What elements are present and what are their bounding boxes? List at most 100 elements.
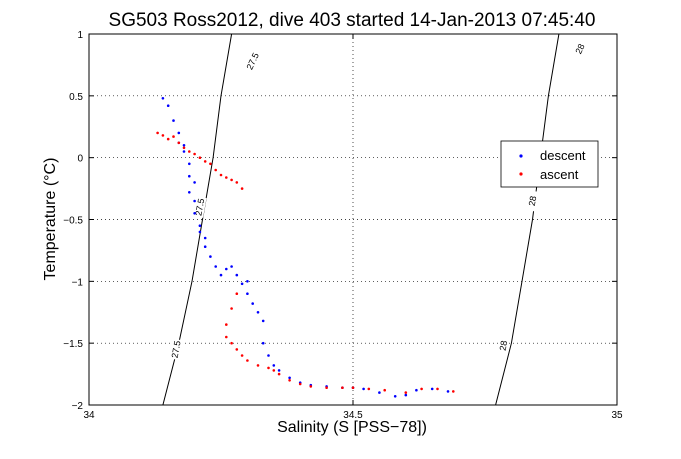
data-point-ascent <box>420 387 423 391</box>
data-point-ascent <box>309 385 313 388</box>
data-point-ascent <box>341 386 344 390</box>
data-point-ascent <box>230 307 233 310</box>
contour-label: 27.5 <box>193 198 206 217</box>
y-tick-label: 0.5 <box>69 92 83 103</box>
data-series <box>156 97 455 398</box>
contour-label-bg <box>169 338 183 361</box>
data-point-ascent <box>277 372 281 376</box>
y-tick-label: −1.5 <box>63 339 83 350</box>
data-point-descent <box>193 199 196 203</box>
data-point-descent <box>203 236 207 240</box>
data-point-descent <box>198 230 202 234</box>
data-point-descent <box>193 181 196 184</box>
data-point-descent <box>246 292 249 296</box>
contour-label-bg <box>525 190 540 212</box>
data-point-ascent <box>193 152 196 156</box>
data-point-descent <box>277 369 281 372</box>
contour-label: 27.5 <box>170 340 183 359</box>
data-point-ascent <box>172 135 175 138</box>
data-point-descent <box>404 393 408 397</box>
data-point-descent <box>188 191 191 194</box>
data-point-ascent <box>161 134 165 137</box>
data-point-ascent <box>225 176 228 179</box>
data-point-ascent <box>214 168 217 172</box>
data-point-descent <box>198 224 202 227</box>
data-point-descent <box>240 282 244 286</box>
data-point-descent <box>161 97 165 100</box>
data-point-descent <box>230 265 233 268</box>
data-point-ascent <box>156 131 159 135</box>
data-point-descent <box>378 391 381 394</box>
contour-label: 28 <box>498 340 510 352</box>
data-point-ascent <box>203 160 207 163</box>
data-point-descent <box>182 150 186 153</box>
data-point-ascent <box>198 156 202 159</box>
data-point-descent <box>182 144 186 147</box>
y-tick-label: −2 <box>72 401 84 412</box>
data-point-descent <box>256 311 260 314</box>
data-point-ascent <box>235 348 239 351</box>
data-point-ascent <box>166 137 170 141</box>
data-point-descent <box>267 354 270 357</box>
legend-box <box>500 140 599 188</box>
data-point-descent <box>415 388 418 392</box>
data-point-ascent <box>267 366 270 370</box>
y-tick-label: 1 <box>77 30 83 41</box>
data-point-descent <box>393 395 397 398</box>
legend-label-descent: descent <box>540 148 586 163</box>
chart-title: SG503 Ross2012, dive 403 started 14-Jan-… <box>109 10 596 31</box>
data-point-descent <box>188 162 191 166</box>
data-point-ascent <box>230 341 233 345</box>
data-point-ascent <box>404 391 408 394</box>
contour-label-bg <box>571 37 589 61</box>
data-point-descent <box>214 265 217 268</box>
x-tick-label: 35 <box>611 410 623 421</box>
data-point-descent <box>225 267 228 271</box>
data-point-ascent <box>288 379 291 382</box>
data-point-descent <box>177 131 181 135</box>
data-point-ascent <box>235 181 239 184</box>
data-point-ascent <box>240 187 244 190</box>
data-point-ascent <box>246 359 249 362</box>
data-point-descent <box>430 387 434 391</box>
data-point-ascent <box>225 335 228 339</box>
data-point-ascent <box>351 386 355 390</box>
data-point-ascent <box>256 364 260 367</box>
data-point-descent <box>261 341 265 345</box>
data-point-descent <box>362 387 365 391</box>
contour-label-bg <box>193 196 207 218</box>
data-point-descent <box>272 364 276 367</box>
contour-label: 28 <box>573 42 586 55</box>
data-point-ascent <box>182 146 186 150</box>
legend-marker-ascent <box>519 172 523 176</box>
data-point-ascent <box>436 387 439 391</box>
data-point-descent <box>246 280 249 283</box>
y-tick-label: −1 <box>72 277 84 288</box>
data-point-ascent <box>225 323 228 326</box>
axis-ticks: 34 34.5 35 −2 −1.5 −1 −0.5 0 0.5 1 <box>63 30 623 421</box>
data-point-ascent <box>235 292 239 296</box>
data-point-descent <box>251 302 254 305</box>
data-point-ascent <box>452 390 455 393</box>
data-point-ascent <box>298 382 302 386</box>
data-point-ascent <box>272 369 276 372</box>
x-tick-label: 34 <box>83 410 95 421</box>
data-point-ascent <box>230 178 233 182</box>
data-point-ascent <box>367 387 371 391</box>
legend-label-ascent: ascent <box>540 167 579 182</box>
data-point-descent <box>235 273 239 277</box>
data-point-ascent <box>177 141 181 145</box>
data-point-descent <box>193 212 196 215</box>
data-point-descent <box>209 255 212 258</box>
data-point-descent <box>446 390 450 393</box>
data-point-ascent <box>188 150 191 153</box>
y-tick-label: 0 <box>77 154 83 165</box>
data-point-descent <box>219 273 223 277</box>
x-axis-label: Salinity (S [PSS−78]) <box>277 419 427 436</box>
data-point-descent <box>288 376 291 380</box>
series-descent <box>161 97 450 398</box>
data-point-ascent <box>209 162 212 166</box>
x-tick-label: 34.5 <box>343 410 363 421</box>
